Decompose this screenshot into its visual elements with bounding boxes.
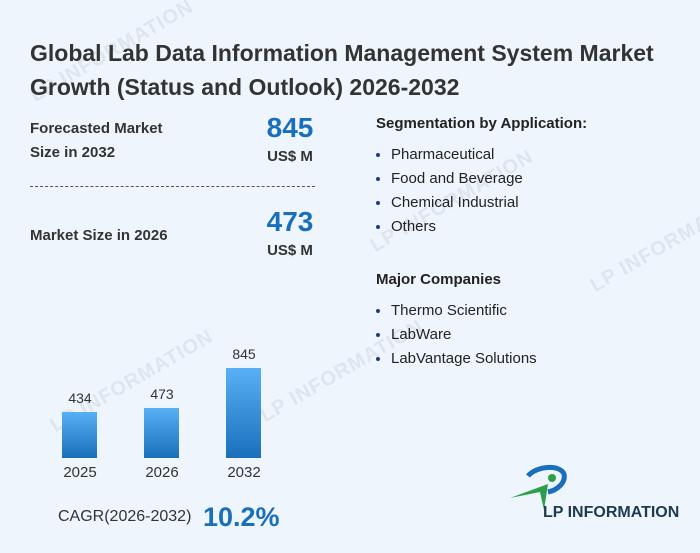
list-item: Food and Beverage [376,167,523,191]
logo-icon [510,465,567,510]
item-label: Pharmaceutical [391,146,495,163]
bullet-icon [376,309,380,313]
cagr-label: CAGR(2026-2032) [58,508,192,525]
bar-2032 [226,368,261,458]
x-tick-label: 2026 [145,464,179,481]
bar-2026 [144,407,179,458]
list-item: Others [376,215,523,239]
list-item: Chemical Industrial [376,191,523,215]
bullet-icon [376,177,380,181]
forecast-value: 845 [266,112,314,143]
item-label: LabWare [391,326,452,343]
segmentation-title: Segmentation by Application: [376,115,588,132]
current-label: Market Size in 2026 [30,227,168,244]
bullet-icon [376,201,380,205]
x-tick-label: 2025 [63,464,97,481]
companies-list: Thermo Scientific LabWare LabVantage Sol… [376,299,537,371]
item-label: Food and Beverage [391,170,523,187]
data-label: 434 [68,389,92,406]
companies-title: Major Companies [376,271,502,288]
item-label: Others [391,218,437,235]
list-item: LabVantage Solutions [376,347,537,371]
item-label: LabVantage Solutions [391,350,537,367]
divider [30,186,315,187]
page-title: Global Lab Data Information Management S… [30,40,654,100]
watermark: LP INFORMATION [586,185,700,297]
bar-chart: 434 2025 473 2026 845 2032 [62,346,261,481]
bullet-icon [376,357,380,361]
list-item: Thermo Scientific [376,299,537,323]
forecast-label: Forecasted Market Size in 2032 [30,120,163,161]
current-unit: US$ M [267,242,313,259]
bullet-icon [376,225,380,229]
x-tick-label: 2032 [227,464,261,481]
segmentation-list: Pharmaceutical Food and Beverage Chemica… [376,143,523,239]
logo-text: LP INFORMATION [543,504,680,521]
bullet-icon [376,333,380,337]
cagr-value: 10.2% [203,502,280,532]
item-label: Chemical Industrial [391,194,519,211]
data-label: 845 [232,346,256,362]
current-value: 473 [266,206,314,237]
list-item: Pharmaceutical [376,143,523,167]
bar-2025 [62,411,97,458]
data-label: 473 [150,385,174,402]
forecast-unit: US$ M [267,148,313,165]
list-item: LabWare [376,323,537,347]
item-label: Thermo Scientific [391,302,507,319]
bullet-icon [376,153,380,157]
